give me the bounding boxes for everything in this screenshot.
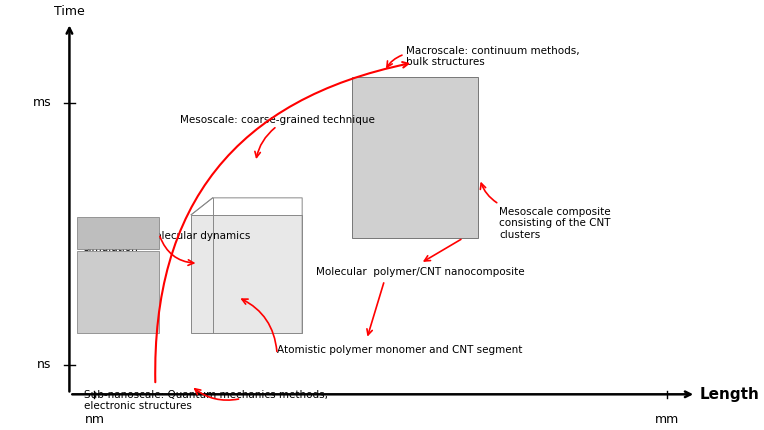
Text: nm: nm [85, 413, 105, 426]
Bar [76, 217, 159, 249]
Bar [191, 215, 303, 333]
Text: Length: Length [700, 387, 759, 402]
Text: Nanoscale: molecular dynamics
simulation: Nanoscale: molecular dynamics simulation [84, 231, 250, 253]
Text: Time: Time [54, 5, 85, 18]
Bar [76, 251, 159, 333]
Bar [352, 77, 478, 238]
Text: Mesoscale composite
consisting of the CNT
clusters: Mesoscale composite consisting of the CN… [499, 206, 610, 240]
Text: Mesoscale: coarse-grained technique: Mesoscale: coarse-grained technique [180, 115, 375, 125]
Text: Macroscale: continuum methods,
bulk structures: Macroscale: continuum methods, bulk stru… [406, 46, 580, 67]
Text: Sub-nanoscale: Quantum mechanics methods,
electronic structures: Sub-nanoscale: Quantum mechanics methods… [84, 390, 328, 412]
Text: ns: ns [37, 358, 51, 371]
Text: ms: ms [33, 96, 51, 109]
Text: mm: mm [656, 413, 679, 426]
Text: Atomistic polymer monomer and CNT segment: Atomistic polymer monomer and CNT segmen… [277, 345, 523, 355]
Text: Molecular  polymer/CNT nanocomposite: Molecular polymer/CNT nanocomposite [316, 267, 525, 277]
